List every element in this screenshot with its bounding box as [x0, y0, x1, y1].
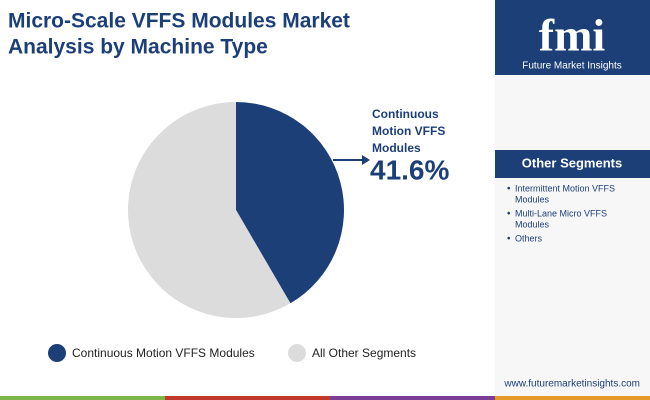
sidebar-header — [495, 150, 650, 178]
sidebar-item: Modules — [515, 219, 550, 229]
bullet: • — [507, 209, 511, 220]
pie-slice — [128, 102, 291, 318]
footer-strip — [495, 396, 650, 400]
sidebar-item: Multi-Lane Micro VFFS — [515, 208, 607, 218]
value-label: 41.6% — [370, 154, 449, 185]
logo: fmi — [539, 10, 606, 61]
sidebar-item: Intermittent Motion VFFS — [515, 183, 615, 193]
footer-strip — [0, 396, 165, 400]
chart-title: Micro-Scale VFFS Modules Market — [8, 10, 350, 33]
legend-swatch — [48, 344, 66, 362]
legend-swatch — [288, 344, 306, 362]
pie-slice — [236, 102, 344, 304]
website: www.futuremarketinsights.com — [503, 379, 640, 390]
sidebar-item: Others — [515, 233, 543, 243]
sidebar-item: Modules — [515, 194, 550, 204]
logo-panel — [495, 0, 650, 75]
bullet: • — [507, 234, 511, 245]
bullet: • — [507, 184, 511, 195]
footer-strip — [165, 396, 330, 400]
brand-name: Future Market Insights — [522, 61, 621, 72]
legend-label: Continuous Motion VFFS Modules — [72, 346, 255, 360]
footer-strip — [330, 396, 495, 400]
callout-arrowhead — [362, 155, 370, 165]
legend-label: All Other Segments — [312, 346, 416, 360]
callout-label: Continuous Motion VFFS Modules — [372, 107, 445, 155]
chart-title: Analysis by Machine Type — [8, 36, 268, 59]
sidebar-panel — [495, 75, 650, 400]
sidebar-title: Other Segments — [522, 155, 622, 170]
